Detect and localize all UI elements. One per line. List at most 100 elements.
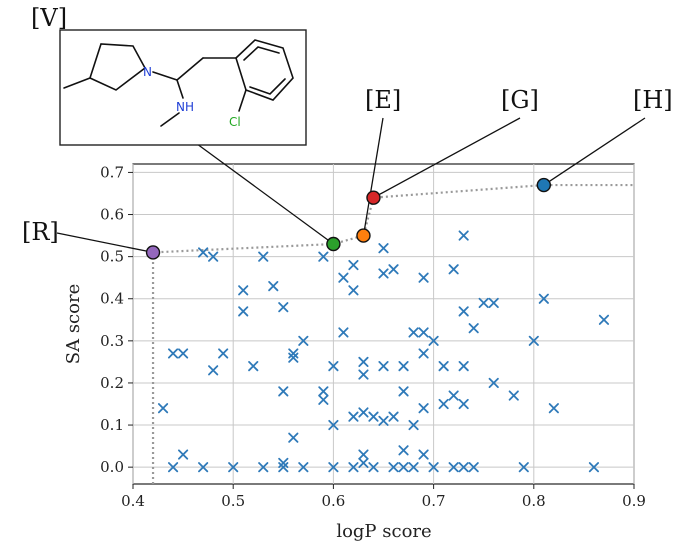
scatter-point bbox=[488, 297, 499, 309]
scatter-point bbox=[288, 432, 299, 443]
scatter-point bbox=[358, 369, 369, 380]
scatter-point bbox=[318, 394, 329, 405]
scatter-point bbox=[548, 403, 559, 414]
scatter-point bbox=[177, 449, 189, 460]
scatter-point bbox=[398, 361, 409, 372]
scatter-point bbox=[157, 403, 169, 414]
scatter-point bbox=[458, 462, 469, 473]
callout-line bbox=[192, 140, 334, 245]
scatter-point bbox=[438, 398, 449, 410]
scatter-point bbox=[408, 419, 419, 431]
callout-label-h: [H] bbox=[633, 86, 673, 114]
scatter-point bbox=[488, 377, 499, 389]
scatter-point bbox=[448, 462, 459, 473]
scatter-point bbox=[238, 285, 249, 296]
atom-nh-label: NH bbox=[176, 100, 194, 114]
scatter-point bbox=[208, 365, 219, 376]
x-tick-label: 0.8 bbox=[522, 492, 546, 510]
y-tick-label: 0.5 bbox=[100, 248, 124, 266]
scatter-points bbox=[157, 230, 610, 473]
x-axis-label: logP score bbox=[336, 521, 431, 542]
callout-label-e: [E] bbox=[365, 86, 401, 114]
scatter-point bbox=[408, 462, 419, 473]
scatter-point bbox=[508, 390, 519, 401]
scatter-point bbox=[528, 335, 539, 346]
y-axis-label: SA score bbox=[63, 284, 84, 364]
highlighted-point bbox=[326, 236, 341, 252]
scatter-point bbox=[218, 348, 229, 359]
scatter-point bbox=[358, 407, 369, 418]
atom-cl-label: Cl bbox=[229, 115, 241, 129]
scatter-point bbox=[438, 361, 449, 372]
scatter-point bbox=[238, 306, 249, 317]
scatter-point bbox=[378, 361, 389, 372]
callout-line bbox=[362, 117, 384, 236]
atom-n-label: N bbox=[143, 65, 152, 79]
y-tick-label: 0.6 bbox=[100, 206, 124, 224]
scatter-point bbox=[428, 462, 439, 473]
scatter-point bbox=[328, 462, 339, 473]
scatter-point bbox=[388, 462, 399, 473]
scatter-point bbox=[458, 361, 469, 372]
scatter-point bbox=[408, 327, 419, 338]
callout-label-r: [R] bbox=[22, 218, 59, 246]
scatter-point bbox=[228, 462, 239, 473]
molecule-inset: N NH Cl bbox=[59, 29, 307, 146]
scatter-point bbox=[278, 302, 289, 313]
scatter-point bbox=[258, 462, 269, 473]
scatter-point bbox=[378, 243, 389, 254]
x-tick-label: 0.6 bbox=[321, 492, 345, 510]
scatter-point bbox=[348, 462, 359, 473]
y-tick-label: 0.7 bbox=[100, 163, 124, 181]
scatter-point bbox=[298, 335, 309, 346]
scatter-point bbox=[418, 403, 429, 414]
scatter-point bbox=[448, 264, 459, 275]
highlighted-points bbox=[145, 177, 552, 260]
molecule-bonds bbox=[63, 39, 294, 127]
y-tick-label: 0.2 bbox=[100, 374, 124, 392]
y-tick-label: 0.1 bbox=[100, 416, 124, 434]
scatter-point bbox=[278, 386, 289, 397]
scatter-point bbox=[388, 411, 399, 422]
scatter-point bbox=[258, 251, 269, 262]
scatter-point bbox=[458, 230, 469, 241]
scatter-point bbox=[358, 356, 369, 367]
scatter-point bbox=[398, 386, 409, 397]
scatter-point bbox=[338, 272, 349, 283]
scatter-point bbox=[198, 462, 209, 473]
scatter-point bbox=[598, 314, 610, 325]
scatter-point bbox=[167, 462, 179, 473]
scatter-point bbox=[418, 327, 429, 338]
scatter-point bbox=[398, 445, 409, 456]
x-tick-label: 0.5 bbox=[221, 492, 245, 510]
scatter-point bbox=[478, 297, 489, 309]
scatter-point bbox=[458, 398, 469, 410]
scatter-point bbox=[208, 251, 219, 262]
scatter-point bbox=[418, 348, 429, 359]
scatter-point bbox=[458, 306, 469, 317]
scatter-point bbox=[418, 449, 429, 460]
x-tick-label: 0.4 bbox=[121, 492, 145, 510]
scatter-point bbox=[318, 251, 329, 262]
scatter-point bbox=[518, 462, 529, 473]
scatter-point bbox=[328, 361, 339, 372]
scatter-point bbox=[348, 285, 359, 296]
callout-line bbox=[373, 117, 521, 199]
scatter-point bbox=[538, 293, 549, 304]
scatter-point bbox=[338, 327, 349, 338]
grid bbox=[132, 164, 635, 484]
molecule-box bbox=[59, 29, 307, 146]
scatter-point bbox=[358, 457, 369, 469]
scatter-point bbox=[288, 352, 299, 363]
callout-line bbox=[56, 232, 154, 254]
scatter-point bbox=[248, 361, 259, 372]
scatter-point bbox=[398, 462, 409, 473]
scatter-point bbox=[358, 449, 369, 460]
x-tick-label: 0.7 bbox=[422, 492, 446, 510]
scatter-point bbox=[348, 411, 359, 422]
scatter-point bbox=[378, 415, 389, 426]
scatter-point bbox=[198, 247, 209, 258]
highlighted-point bbox=[536, 177, 552, 193]
scatter-point bbox=[288, 348, 299, 359]
